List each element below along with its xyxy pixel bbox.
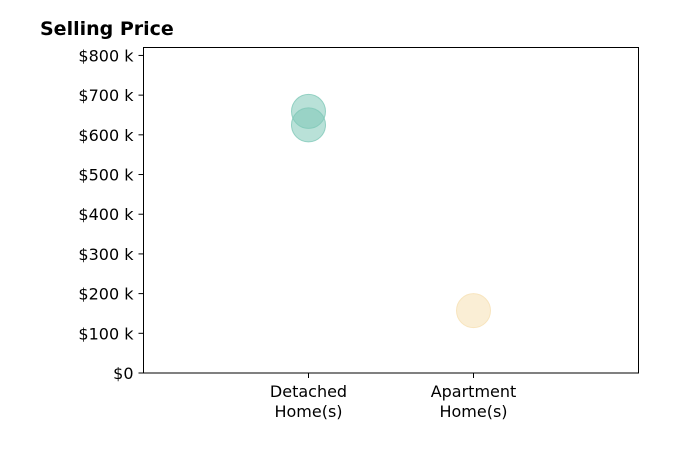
y-tick-label: $0 xyxy=(113,364,133,383)
x-tick-label: Apartment Home(s) xyxy=(431,382,517,421)
y-tick-label: $500 k xyxy=(78,166,134,185)
y-axis: $0 $100 k $200 k $300 k $400 k $500 k $600 k $7… xyxy=(78,46,144,383)
data-points xyxy=(291,93,491,329)
plot-frame xyxy=(143,47,639,374)
x-tick-label-line: Home(s) xyxy=(274,402,342,421)
x-axis: Detached Home(s)Apartment Home(s) xyxy=(270,373,516,421)
x-tick-label: Detached Home(s) xyxy=(270,382,347,421)
y-tick-label: $700 k xyxy=(78,86,134,105)
plot-area xyxy=(143,47,639,374)
y-tick-label: $600 k xyxy=(78,126,134,145)
y-tick-label: $300 k xyxy=(78,245,134,264)
x-tick-label-line: Home(s) xyxy=(439,402,507,421)
y-tick-label: $100 k xyxy=(78,324,134,343)
scatter-point xyxy=(456,293,491,329)
x-tick-label-line: Detached xyxy=(270,382,347,401)
y-tick-label: $800 k xyxy=(78,46,134,65)
chart-title: Selling Price xyxy=(40,18,174,40)
scatter-point xyxy=(291,107,326,143)
y-tick-label: $400 k xyxy=(78,205,134,224)
y-tick-label: $200 k xyxy=(78,285,134,304)
x-tick-label-line: Apartment xyxy=(431,382,517,401)
